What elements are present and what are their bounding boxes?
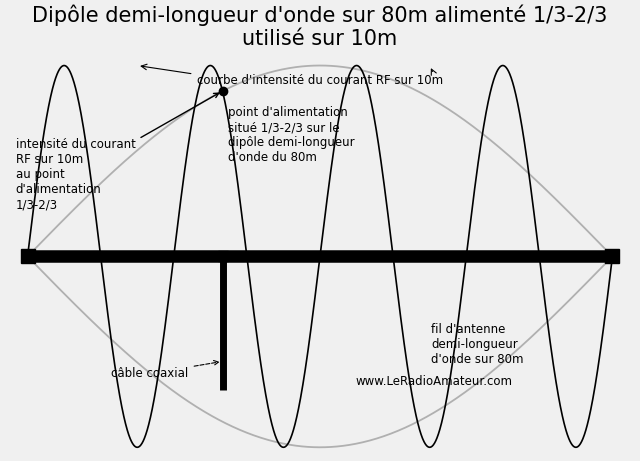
- Text: courbe d'intensité du courant RF sur 10m: courbe d'intensité du courant RF sur 10m: [197, 74, 443, 87]
- Text: www.LeRadioAmateur.com: www.LeRadioAmateur.com: [355, 375, 512, 388]
- Text: point d'alimentation
situé 1/3-2/3 sur le
dipôle demi-longueur
d'onde du 80m: point d'alimentation situé 1/3-2/3 sur l…: [228, 106, 355, 164]
- Text: intensité du courant
RF sur 10m
au point
d'alimentation
1/3-2/3: intensité du courant RF sur 10m au point…: [16, 93, 219, 211]
- Text: fil d'antenne
demi-longueur
d'onde sur 80m: fil d'antenne demi-longueur d'onde sur 8…: [431, 323, 524, 366]
- Text: câble coaxial: câble coaxial: [111, 361, 218, 380]
- Title: Dipôle demi-longueur d'onde sur 80m alimenté 1/3-2/3
utilisé sur 10m: Dipôle demi-longueur d'onde sur 80m alim…: [32, 4, 608, 49]
